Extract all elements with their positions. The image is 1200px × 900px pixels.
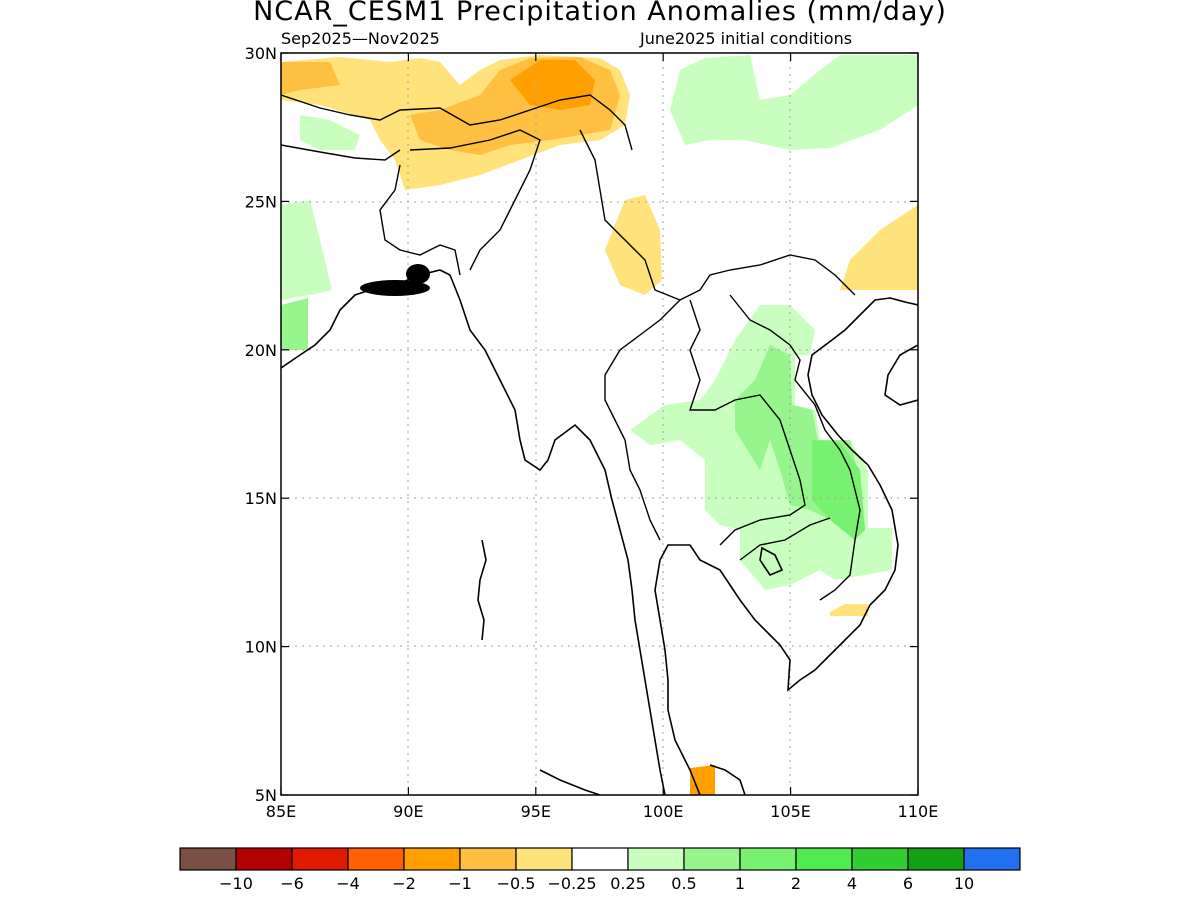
positive-anomaly-east-india <box>281 200 332 300</box>
colorbar-swatch <box>963 847 1021 871</box>
init-label: June2025 initial conditions <box>640 29 853 48</box>
colorbar-label: 6 <box>903 874 913 893</box>
coastline-thailand-gulf <box>654 297 918 795</box>
colorbar-labels: −10 −6 −4 −2 −1 −0.5 −0.25 0.25 0.5 1 2 4 6 10 <box>219 874 974 893</box>
border-laos-thailand <box>689 299 806 546</box>
colorbar-swatch <box>907 847 965 871</box>
colorbar-swatch <box>851 847 909 871</box>
colorbar-label: −4 <box>336 874 360 893</box>
negative-anomaly-southchina <box>840 205 918 290</box>
positive-anomaly-south-china <box>670 55 918 150</box>
y-tick-label: 5N <box>255 786 277 805</box>
negative-anomaly-vietnam-coast <box>830 604 868 616</box>
colorbar-swatch <box>459 847 517 871</box>
tonle-sap <box>759 546 784 576</box>
colorbar-label: 1 <box>735 874 745 893</box>
border-cambodia <box>739 517 831 561</box>
coastline-gulf-tonkin <box>884 344 918 406</box>
positive-anomaly-nepal <box>300 115 360 150</box>
borders <box>281 94 861 601</box>
y-tick-label: 30N <box>245 44 277 63</box>
season-label: Sep2025—Nov2025 <box>281 29 440 48</box>
colorbar-swatch <box>627 847 685 871</box>
x-tick-label: 95E <box>521 802 551 821</box>
colorbar-label: −2 <box>392 874 416 893</box>
x-tick-label: 105E <box>770 802 811 821</box>
colorbar-label: 0.5 <box>671 874 696 893</box>
map-frame <box>280 52 919 796</box>
colorbar-swatch <box>235 847 293 871</box>
colorbar-label: 4 <box>847 874 857 893</box>
colorbar-swatch <box>571 847 629 871</box>
x-tick-label: 90E <box>393 802 423 821</box>
colorbar-label: −0.5 <box>497 874 536 893</box>
x-tick-label: 110E <box>898 802 939 821</box>
colorbar-swatch <box>403 847 461 871</box>
x-axis: 85E 90E 95E 100E 105E 110E <box>266 53 939 821</box>
map-title: NCAR_CESM1 Precipitation Anomalies (mm/d… <box>253 0 947 27</box>
colorbar-swatch <box>795 847 853 871</box>
y-axis: 30N 25N 20N 15N 10N 5N <box>245 44 918 805</box>
colorbar-swatch <box>739 847 797 871</box>
border-laos-vietnam <box>729 294 861 601</box>
y-tick-label: 20N <box>245 341 277 360</box>
y-tick-label: 25N <box>245 192 277 211</box>
x-tick-label: 85E <box>266 802 296 821</box>
colorbar-label: −6 <box>280 874 304 893</box>
border-himalaya <box>281 94 633 151</box>
colorbar-swatch <box>515 847 573 871</box>
positive-anomaly-vietnam <box>812 440 865 540</box>
y-tick-label: 10N <box>245 638 277 657</box>
colorbar-swatch <box>291 847 349 871</box>
graticule <box>281 53 918 795</box>
delta-hatching <box>360 264 430 296</box>
negative-anomaly-yunnan <box>605 195 662 295</box>
border-nepal-south <box>281 144 401 161</box>
colorbar-label: −10 <box>219 874 253 893</box>
colorbar-label: −1 <box>448 874 472 893</box>
x-tick-label: 100E <box>643 802 684 821</box>
colorbar-swatch <box>683 847 741 871</box>
coastlines <box>281 269 918 795</box>
colorbar-swatch <box>347 847 405 871</box>
border-bangladesh <box>379 164 461 276</box>
colorbar-label: 2 <box>791 874 801 893</box>
border-myanmar-thailand <box>604 299 681 541</box>
coastline-myanmar <box>449 274 666 795</box>
colorbar-label: 10 <box>954 874 974 893</box>
positive-anomaly-odisha <box>281 298 308 350</box>
border-myanmar-china <box>579 129 856 301</box>
y-tick-label: 15N <box>245 489 277 508</box>
colorbar <box>179 847 1021 871</box>
colorbar-swatch <box>179 847 237 871</box>
colorbar-label: −0.25 <box>547 874 596 893</box>
border-northeast-india <box>409 129 541 271</box>
coastline-sumatra <box>539 769 601 795</box>
coastline-malay <box>709 764 746 795</box>
negative-anomaly-himalaya-orange <box>281 62 340 95</box>
colorbar-label: 0.25 <box>610 874 646 893</box>
island-andaman <box>477 539 487 641</box>
